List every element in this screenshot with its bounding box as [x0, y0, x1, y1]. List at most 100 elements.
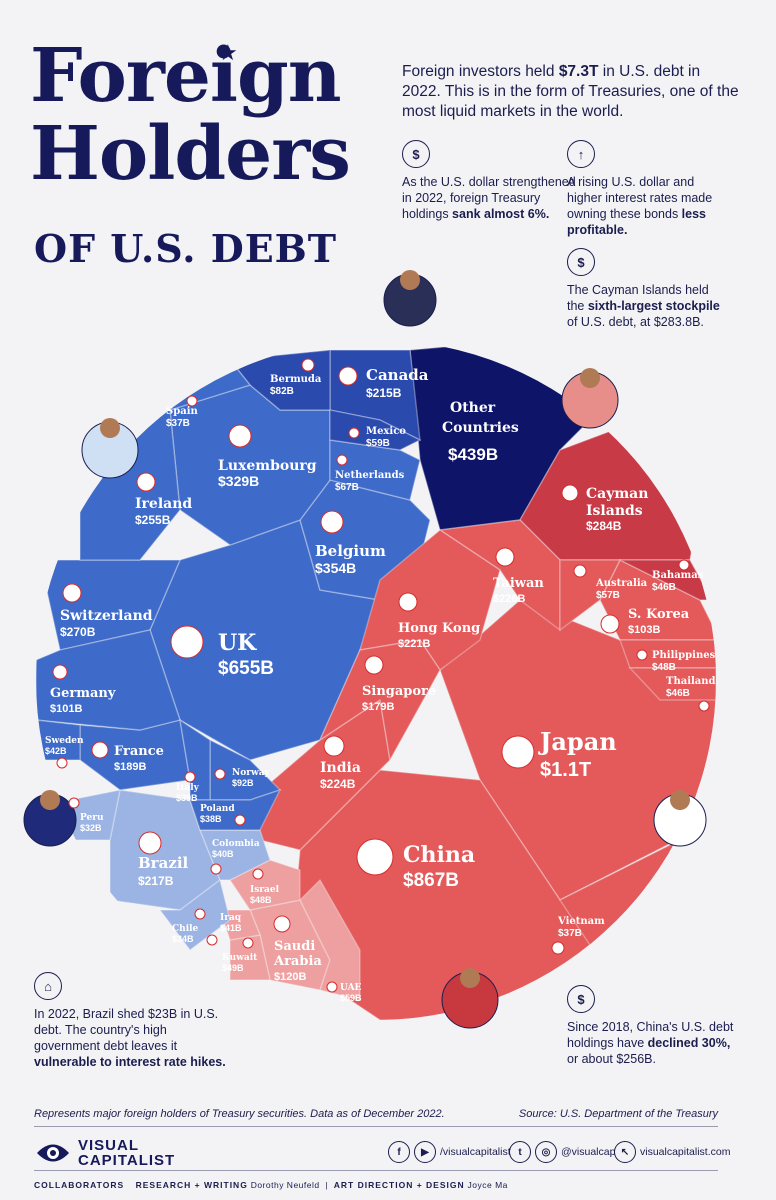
value-taiwan: $226B — [493, 593, 525, 605]
brand-logo[interactable]: VISUAL CAPITALIST — [34, 1138, 175, 1168]
label-ireland: Ireland — [135, 496, 192, 512]
label-other-countries: Other Countries — [442, 400, 519, 436]
flag-vietnam-icon — [551, 941, 565, 955]
flag-hong-kong-icon — [398, 592, 418, 612]
flag-cayman-islands-icon — [561, 484, 579, 502]
banknote-icon: $ — [567, 985, 595, 1013]
youtube-icon[interactable]: ▶ — [414, 1141, 436, 1163]
flag-chile-icon — [194, 908, 206, 920]
value-canada: $215B — [366, 386, 402, 400]
label-germany: Germany — [50, 686, 116, 701]
value-uk: $655B — [218, 658, 274, 679]
value-singapore: $179B — [362, 701, 394, 713]
twitter-icon[interactable]: t — [509, 1141, 531, 1163]
label-sweden: Sweden — [45, 736, 84, 746]
value-netherlands: $67B — [335, 482, 359, 493]
footnote: Represents major foreign holders of Trea… — [34, 1108, 445, 1120]
label-belgium: Belgium — [315, 542, 386, 560]
value-norway: $92B — [232, 778, 254, 788]
cell-mexico — [329, 409, 422, 451]
label-luxembourg: Luxembourg — [218, 458, 317, 474]
brand-name-line1: VISUAL — [78, 1137, 140, 1154]
value-peru: $32B — [80, 823, 102, 833]
value-sweden: $42B — [45, 746, 67, 756]
value-spain: $37B — [166, 418, 190, 429]
flag-taiwan-icon — [495, 547, 515, 567]
flag-bahamas-icon — [678, 559, 690, 571]
flag-norway-icon — [214, 768, 226, 780]
social-website[interactable]: ↖ visualcapitalist.com — [614, 1141, 730, 1163]
value-france: $189B — [114, 761, 146, 773]
note-rates: ↑ A rising U.S. dollar and higher intere… — [567, 140, 717, 238]
flag-canada-icon — [338, 366, 358, 386]
cell-philippines — [619, 639, 716, 669]
page-title: Foreign — [30, 33, 342, 119]
source-note: Source: U.S. Department of the Treasury — [518, 1108, 718, 1120]
label-netherlands: Netherlands — [335, 470, 405, 481]
collaborators: COLLABORATORS RESEARCH + WRITING Dorothy… — [34, 1180, 508, 1190]
label-vietnam: Vietnam — [557, 916, 605, 927]
label-australia: Australia — [595, 578, 648, 589]
cell-uae — [299, 878, 361, 1001]
flag-france-icon — [91, 741, 109, 759]
flag-uk-icon — [170, 625, 204, 659]
instagram-icon[interactable]: ◎ — [535, 1141, 557, 1163]
value-thailand: $46B — [666, 688, 690, 699]
social-handle-facebook[interactable]: /visualcapitalist — [440, 1146, 511, 1158]
social-twitter-instagram[interactable]: t ◎ @visualcap — [509, 1141, 615, 1163]
value-uae: $59B — [340, 993, 362, 1003]
voronoi-chart: Japan $1.1T China$867B UK$655B Other Countrie… — [23, 270, 716, 1029]
label-poland: Poland — [200, 804, 235, 814]
note-china: $ Since 2018, China's U.S. debt holdings… — [567, 985, 737, 1067]
value-israel: $48B — [250, 895, 272, 905]
label-singapore: Singapore — [362, 684, 436, 699]
value-india: $224B — [320, 777, 356, 791]
note-cayman: $ The Cayman Islands held the sixth-larg… — [567, 248, 727, 330]
value-vietnam: $37B — [558, 928, 582, 939]
flag-s-korea-icon — [600, 614, 620, 634]
label-brazil: Brazil — [138, 854, 189, 872]
label-spain: Spain — [166, 406, 198, 417]
value-china: $867B — [403, 870, 459, 891]
person-right-top-head-icon — [580, 368, 600, 388]
value-belgium: $354B — [315, 560, 356, 576]
social-handle-twitter[interactable]: @visualcap — [561, 1146, 616, 1158]
value-other-countries: $439B — [448, 445, 498, 464]
person-left-top-head-icon — [100, 418, 120, 438]
label-japan: Japan — [538, 727, 617, 756]
facebook-icon[interactable]: f — [388, 1141, 410, 1163]
label-thailand: Thailand — [666, 676, 716, 687]
website-link[interactable]: visualcapitalist.com — [640, 1146, 731, 1158]
page-subtitle: OF U.S. DEBT — [34, 226, 338, 271]
value-switzerland: $270B — [60, 625, 96, 639]
value-cayman-islands: $284B — [586, 519, 622, 533]
flag-italy-icon — [184, 771, 196, 783]
value-ireland: $255B — [135, 513, 171, 527]
cell-ireland — [79, 399, 181, 561]
flag-mexico-icon — [348, 427, 360, 439]
person-bottom-head-icon — [460, 968, 480, 988]
label-saudi-arabia: Saudi Arabia — [273, 939, 322, 969]
note-dollar: $ As the U.S. dollar strengthened in 202… — [402, 140, 582, 222]
flag-spain-icon — [186, 395, 198, 407]
cursor-icon[interactable]: ↖ — [614, 1141, 636, 1163]
divider — [34, 1126, 718, 1127]
note-brazil: ⌂ In 2022, Brazil shed $23B in U.S. debt… — [34, 972, 234, 1070]
social-facebook-youtube[interactable]: f ▶ /visualcapitalist — [388, 1141, 511, 1163]
label-switzerland: Switzerland — [60, 608, 153, 624]
label-mexico: Mexico — [366, 426, 406, 437]
person-right-head-icon — [670, 790, 690, 810]
flag-ireland-icon — [136, 472, 156, 492]
value-bahamas: $46B — [652, 582, 676, 593]
value-poland: $38B — [200, 814, 222, 824]
label-s-korea: S. Korea — [628, 607, 690, 622]
flag-bermuda-icon — [301, 358, 315, 372]
value-s-korea: $103B — [628, 624, 660, 636]
divider-bottom — [34, 1170, 718, 1171]
value-colombia: $40B — [212, 849, 234, 859]
flag-israel-icon — [252, 868, 264, 880]
label-hong-kong: Hong Kong — [398, 621, 480, 636]
cell-iraq — [219, 909, 261, 941]
label-italy: Italy — [176, 783, 200, 793]
flag-peru-icon — [68, 797, 80, 809]
